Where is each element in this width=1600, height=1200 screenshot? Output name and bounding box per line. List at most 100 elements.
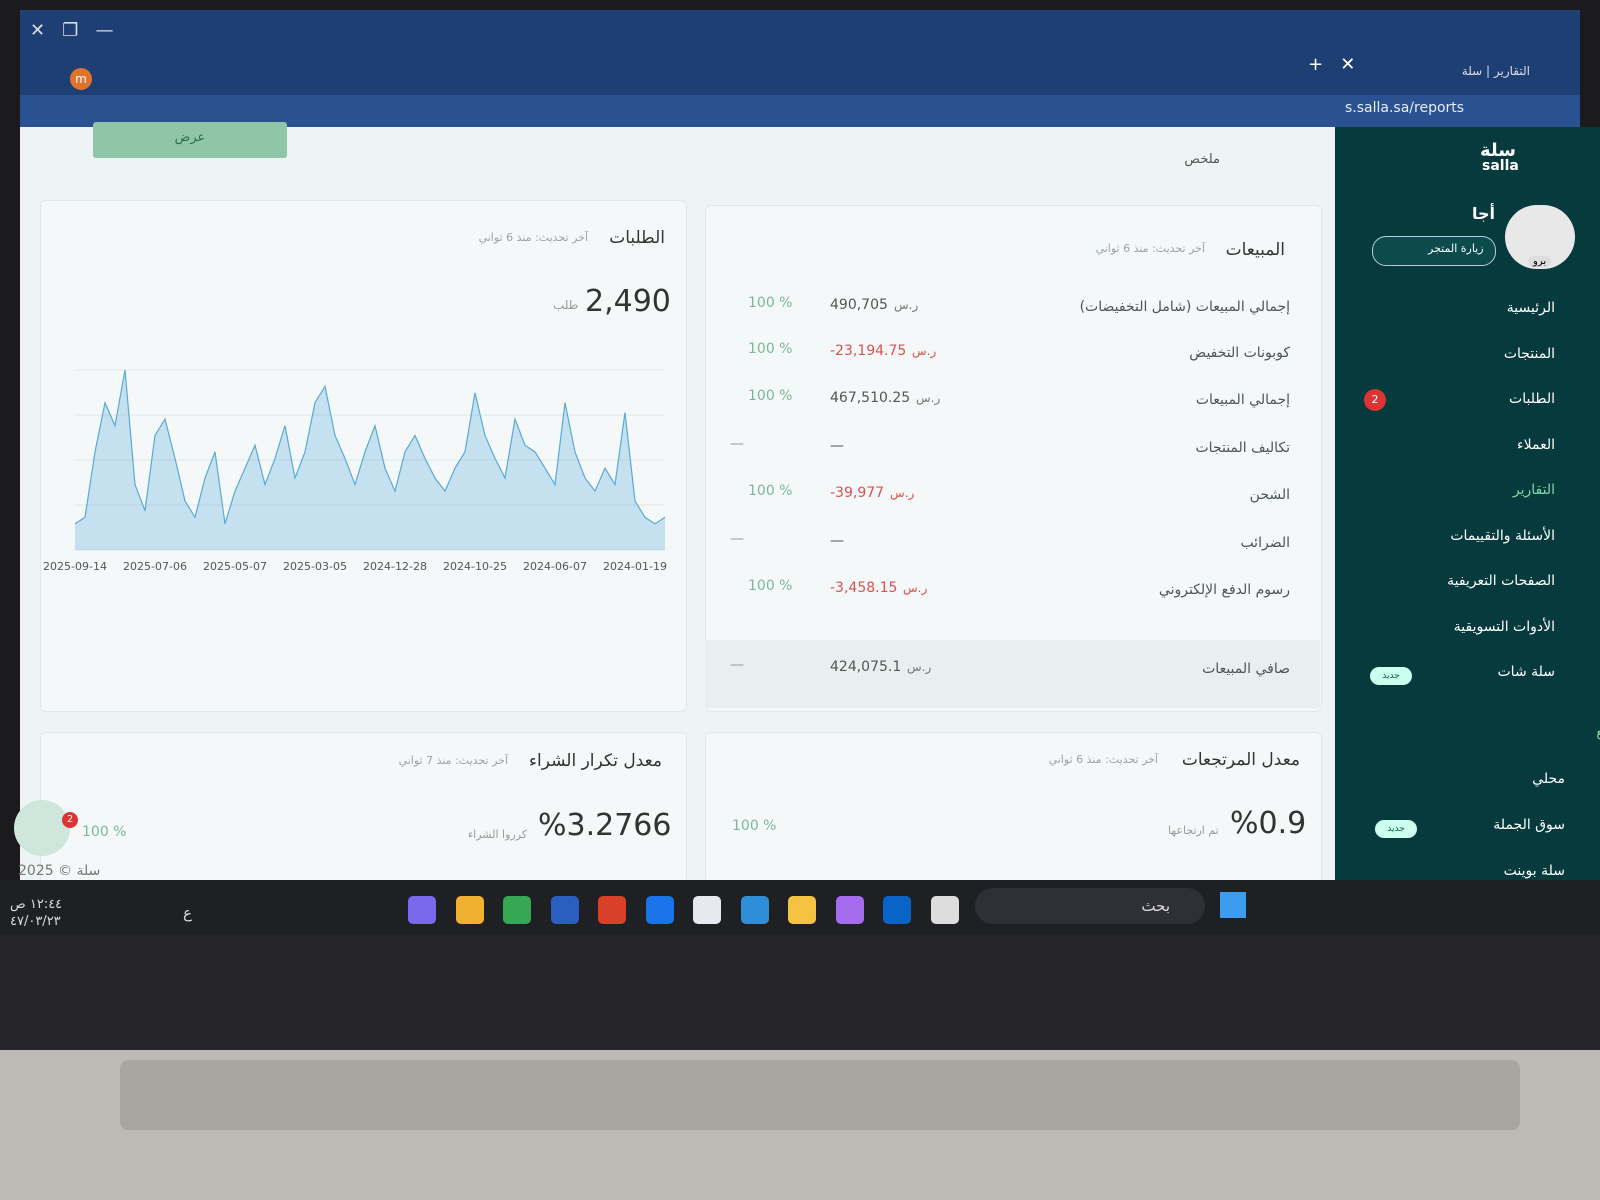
menu-badge: جديد	[1370, 667, 1412, 685]
taskbar-app[interactable]	[883, 896, 911, 924]
orders-unit: طلب	[553, 298, 579, 312]
taskbar-app[interactable]	[740, 896, 769, 924]
taskbar-app[interactable]	[645, 896, 674, 924]
sales-row-currency: ر.س	[916, 391, 941, 405]
sales-row-change: 100 %	[748, 578, 793, 594]
menu-item[interactable]: التقارير	[1512, 482, 1555, 498]
sales-row-value: -3,458.15	[830, 580, 898, 596]
chat-value: 100 %	[82, 824, 127, 840]
search[interactable]: بحث	[1141, 897, 1170, 915]
orders-chart: 2025-09-14 2025-07-06 2025-05-07 2025-03-05…	[43, 369, 667, 573]
date: ٤٧/٠٣/٢٣	[10, 914, 61, 929]
taskbar-app[interactable]	[503, 896, 531, 924]
returns-title: معدل المرتجعات	[1181, 750, 1300, 770]
x-tick-label: 2025-07-06	[123, 560, 187, 573]
sales-updated: آخر تحديث: منذ 6 ثواني	[1095, 242, 1205, 255]
repeat-unit: كرروا الشراء	[468, 828, 528, 841]
menu-item[interactable]: الأسئلة والتقييمات	[1450, 527, 1555, 544]
logo-ar: سلة	[1480, 140, 1516, 161]
taskbar-apps	[400, 890, 960, 926]
channel-item[interactable]: محلي	[1532, 771, 1565, 787]
x-tick-label: 2024-01-19	[603, 560, 667, 573]
taskbar-app[interactable]	[455, 896, 484, 924]
sales-row-label: إجمالي المبيعات	[1195, 392, 1290, 408]
visit-store[interactable]: زيارة المتجر	[1428, 242, 1484, 255]
logo-en: salla	[1482, 158, 1519, 174]
sales-row-currency: ر.س	[903, 581, 928, 595]
report-type[interactable]: ملخص	[1184, 152, 1220, 167]
sales-row-value: —	[830, 438, 844, 454]
hinge	[120, 1060, 1520, 1130]
sales-row-change: 100 %	[748, 295, 793, 311]
returns-updated: آخر تحديث: منذ 6 ثواني	[1048, 753, 1158, 766]
time: ١٢:٤٤ ص	[10, 897, 63, 912]
taskbar-app[interactable]	[788, 896, 816, 924]
url[interactable]: s.salla.sa/reports	[1345, 100, 1465, 116]
area	[75, 370, 665, 550]
taskbar-app[interactable]	[408, 896, 436, 924]
profile-icon[interactable]: m	[70, 68, 92, 90]
visit-store-button[interactable]	[1372, 236, 1496, 266]
browser-titlebar	[20, 10, 1580, 95]
sales-row-change: 100 %	[748, 341, 793, 357]
repeat-title: معدل تكرار الشراء	[529, 751, 662, 771]
sales-row-change: 100 %	[748, 483, 793, 499]
menu-item[interactable]: الرئيسية	[1506, 300, 1555, 316]
channel-item[interactable]: سلة بوينت	[1503, 863, 1565, 879]
orders-updated: آخر تحديث: منذ 6 ثواني	[478, 231, 588, 244]
section-title: قنوات البيع	[1500, 724, 1600, 740]
start-button[interactable]	[1220, 892, 1246, 918]
store-name: أجا	[1472, 204, 1496, 223]
menu-item[interactable]: الأدوات التسويقية	[1453, 618, 1555, 635]
sales-row-label: الشحن	[1249, 487, 1290, 503]
sales-row-change: 100 %	[748, 388, 793, 404]
orders-total: 2,490	[585, 284, 671, 319]
returns-unit: تم ارتجاعها	[1168, 824, 1219, 837]
chat-widget[interactable]	[14, 800, 70, 856]
address-bar	[20, 95, 1580, 127]
orders-title: الطلبات	[609, 228, 665, 248]
apply-button[interactable]: عرض	[93, 122, 287, 158]
search-box[interactable]	[975, 888, 1205, 924]
sales-row-label: الضرائب	[1240, 535, 1290, 551]
tab-title[interactable]: التقارير | سلة	[1461, 64, 1530, 78]
taskbar-app[interactable]	[693, 896, 721, 924]
menu-item[interactable]: المنتجات	[1503, 345, 1555, 362]
returns-value: %0.9	[1230, 806, 1307, 841]
taskbar-app[interactable]	[930, 896, 959, 924]
taskbar-app[interactable]	[550, 896, 579, 924]
sales-row-currency: ر.س	[894, 298, 919, 312]
sales-card	[705, 205, 1322, 712]
menu-item[interactable]: الصفحات التعريفية	[1447, 573, 1555, 589]
sales-row-label: تكاليف المنتجات	[1195, 440, 1290, 456]
menu-badge: 2	[1364, 389, 1386, 411]
taskbar-app[interactable]	[598, 896, 626, 924]
x-tick-label: 2025-05-07	[203, 560, 267, 573]
bezel	[0, 935, 1600, 1050]
new-tab[interactable]: + ✕	[1308, 54, 1356, 75]
channel-item[interactable]: سوق الجملة	[1493, 817, 1565, 833]
sales-row-label: إجمالي المبيعات (شامل التخفيضات)	[1079, 299, 1290, 315]
chat-badge: 2	[62, 812, 78, 828]
sales-title: المبيعات	[1225, 240, 1285, 260]
channel-badge: جديد	[1375, 820, 1417, 838]
net-row-bg	[705, 640, 1320, 708]
footer: 2025 © سلة	[18, 863, 101, 879]
sales-row-label: رسوم الدفع الإلكتروني	[1158, 582, 1290, 598]
menu-item[interactable]: سلة شات	[1497, 664, 1556, 680]
repeat-value: %3.2766	[538, 808, 672, 843]
x-tick-label: 2024-06-07	[523, 560, 587, 573]
taskbar-app[interactable]	[835, 896, 864, 924]
sales-row-value: -39,977	[830, 485, 885, 501]
menu-item[interactable]: الطلبات	[1509, 391, 1555, 407]
menu-item[interactable]: العملاء	[1517, 436, 1555, 453]
x-tick-label: 2024-10-25	[443, 560, 507, 573]
sales-row-value: 424,075.1	[830, 659, 902, 675]
window-controls: ✕ ❐ —	[30, 20, 114, 41]
x-tick-label: 2025-09-14	[43, 560, 107, 573]
language[interactable]: ع	[183, 904, 192, 922]
line	[74, 369, 666, 525]
sales-row-value: 490,705	[830, 297, 888, 313]
sales-row-label: صافي المبيعات	[1202, 661, 1290, 677]
